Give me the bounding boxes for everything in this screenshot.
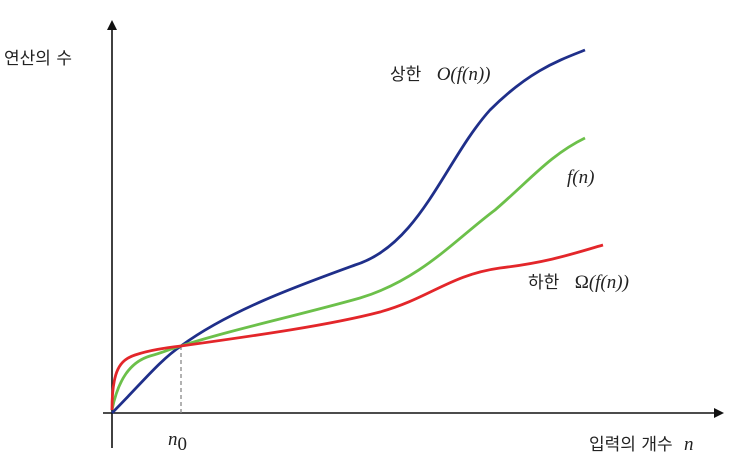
- f-n-curve: [110, 136, 586, 411]
- f-n-label: f(n): [567, 167, 594, 188]
- lower-bound-curve: [110, 243, 604, 411]
- x-axis-label: 입력의 개수 n: [589, 434, 694, 455]
- upper-bound-curve: [111, 48, 586, 414]
- lower-bound-label: 하한 Ω(f(n)): [528, 272, 629, 293]
- upper-bound-label: 상한 O(f(n)): [390, 64, 491, 85]
- n0-label: n0: [168, 429, 187, 455]
- y-axis-label: 연산의 수: [4, 49, 72, 69]
